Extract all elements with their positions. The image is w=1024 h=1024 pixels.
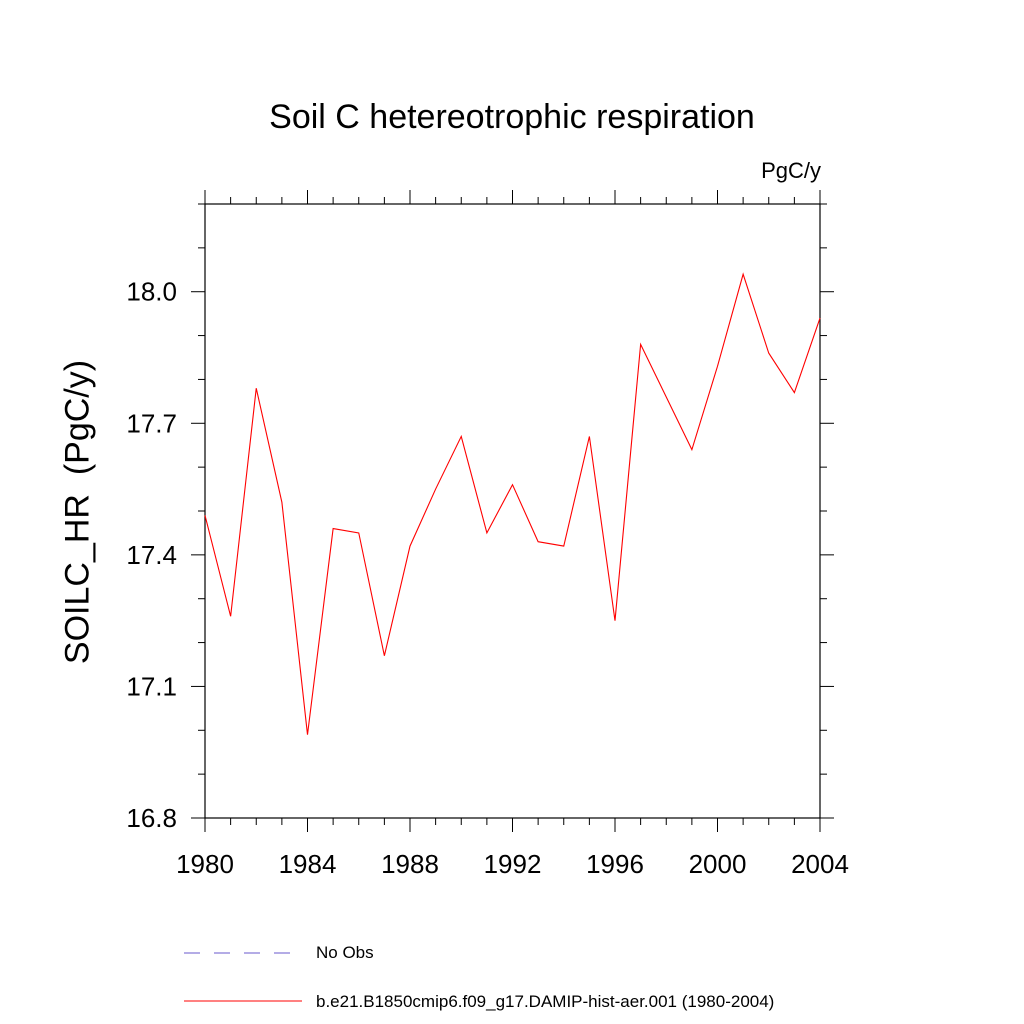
legend-label-no-obs: No Obs (316, 943, 374, 962)
x-tick-label: 1984 (279, 849, 337, 879)
x-tick-label: 1980 (176, 849, 234, 879)
x-tick-label: 1992 (484, 849, 542, 879)
y-tick-label: 17.4 (126, 540, 177, 570)
x-tick-label: 2000 (689, 849, 747, 879)
legend-label-model: b.e21.B1850cmip6.f09_g17.DAMIP-hist-aer.… (316, 992, 775, 1011)
x-tick-label: 1996 (586, 849, 644, 879)
y-tick-label: 17.1 (126, 671, 177, 701)
y-tick-label: 18.0 (126, 277, 177, 307)
y-tick-label: 17.7 (126, 408, 177, 438)
x-tick-label: 2004 (791, 849, 849, 879)
y-tick-label: 16.8 (126, 803, 177, 833)
x-tick-label: 1988 (381, 849, 439, 879)
plot-frame (204, 203, 821, 819)
chart-title: Soil C hetereotrophic respiration (269, 98, 755, 136)
units-label: PgC/y (761, 158, 821, 183)
series-line (204, 272, 821, 735)
